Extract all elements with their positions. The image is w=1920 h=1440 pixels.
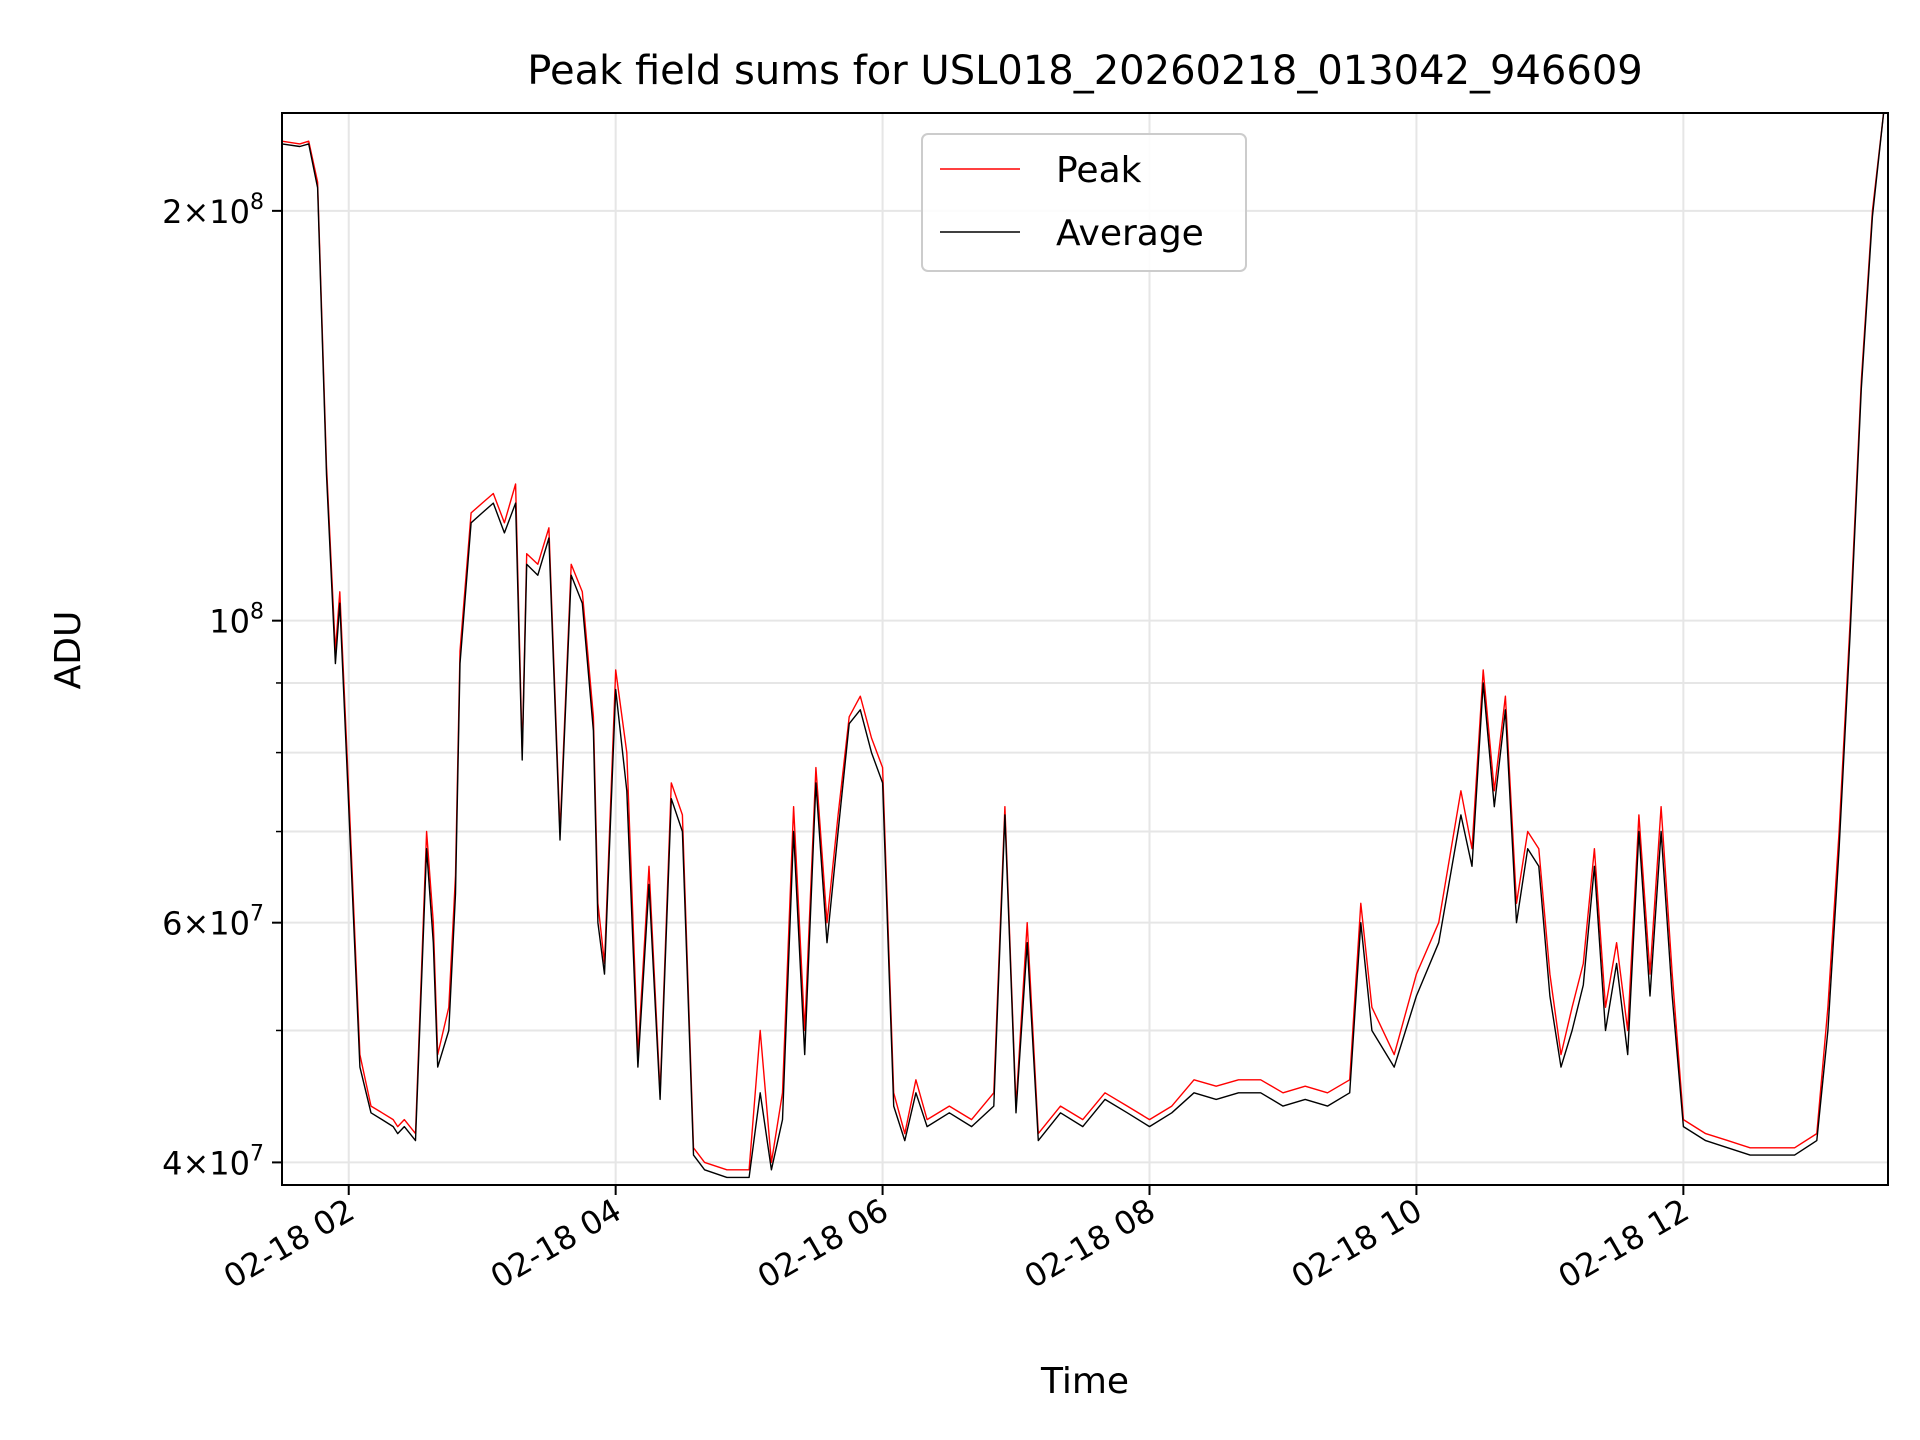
grid [282, 113, 1888, 1185]
x-tick-label: 02-18 12 [1552, 1191, 1696, 1296]
y-axis-label: ADU [48, 611, 89, 690]
x-axis: 02-18 02 02-18 04 02-18 06 02-18 08 02-18 10… [217, 1185, 1695, 1296]
legend: Peak Average [921, 133, 1247, 272]
y-axis: 4×107 6×107 108 2×108 [162, 190, 282, 1182]
x-axis-label: Time [1040, 1361, 1129, 1402]
y-tick-label: 4×107 [162, 1141, 264, 1182]
y-tick-label: 6×107 [162, 902, 264, 943]
plot-frame [281, 112, 1889, 1186]
chart-title: Peak field sums for USL018_20260218_0130… [527, 48, 1642, 94]
x-tick-label: 02-18 10 [1285, 1191, 1429, 1296]
series-average-line [281, 112, 1888, 1179]
x-tick-label: 02-18 08 [1018, 1191, 1162, 1296]
series-peak-line [281, 112, 1888, 1171]
legend-peak-label: Peak [1056, 150, 1142, 191]
y-tick-label: 108 [209, 600, 264, 641]
x-tick-label: 02-18 06 [751, 1191, 895, 1296]
y-tick-label: 2×108 [162, 190, 264, 231]
series-layer [281, 112, 1888, 1179]
legend-average-label: Average [1056, 213, 1204, 254]
legend-box [921, 133, 1247, 272]
x-tick-label: 02-18 04 [484, 1191, 628, 1296]
x-tick-label: 02-18 02 [217, 1191, 361, 1296]
